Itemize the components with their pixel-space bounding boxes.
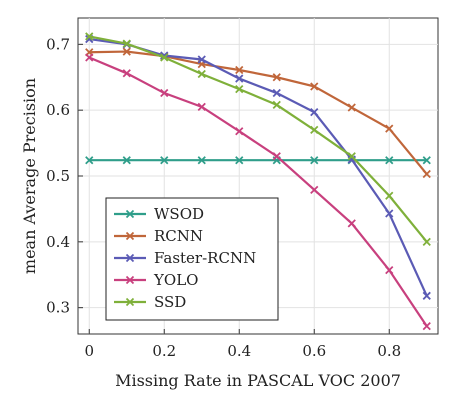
legend-item: WSOD [114, 205, 204, 223]
x-tick-label: 0.2 [152, 342, 176, 360]
series-line [88, 56, 428, 327]
data-point [385, 266, 394, 275]
data-point [347, 152, 356, 161]
y-tick-label: 0.3 [46, 299, 70, 317]
legend-marker [125, 231, 135, 241]
data-point [310, 108, 319, 117]
data-point [422, 291, 431, 300]
data-point [385, 209, 394, 218]
data-point [235, 65, 244, 75]
y-tick-label: 0.6 [46, 101, 70, 119]
series-line [89, 35, 428, 243]
data-point [347, 103, 356, 112]
legend-marker [125, 209, 135, 219]
legend-item: SSD [114, 293, 186, 311]
legend-label: SSD [154, 293, 186, 311]
data-point [235, 84, 244, 94]
data-point [197, 69, 206, 79]
x-tick-label: 0 [84, 342, 94, 360]
x-axis-label: Missing Rate in PASCAL VOC 2007 [115, 371, 401, 390]
data-point [385, 124, 394, 133]
data-point [272, 73, 281, 82]
legend-item: RCNN [114, 227, 203, 245]
data-point [85, 156, 94, 165]
data-point [160, 88, 169, 98]
data-point [85, 53, 94, 62]
legend: WSOD RCNN Faster-RCNN YOLO SSD [105, 197, 279, 321]
y-tick-label: 0.4 [46, 233, 70, 251]
data-point [160, 156, 169, 165]
data-point [422, 156, 431, 165]
data-point [122, 39, 131, 48]
legend-label: Faster-RCNN [154, 249, 256, 267]
data-point [160, 53, 169, 62]
series-group [85, 32, 431, 331]
series-line [89, 50, 428, 175]
grid-lines [78, 18, 438, 334]
series-rcnn [85, 47, 431, 179]
data-point [422, 169, 431, 179]
legend-label: YOLO [153, 271, 198, 289]
legend-item: YOLO [114, 271, 198, 289]
data-point [310, 125, 319, 135]
data-point [235, 127, 244, 136]
data-point [272, 152, 281, 161]
data-point [122, 156, 131, 165]
legend-label: WSOD [154, 205, 204, 223]
data-point [197, 102, 206, 112]
y-tick-label: 0.5 [46, 167, 70, 185]
series-ssd [85, 32, 431, 246]
data-point [85, 32, 94, 41]
data-point [310, 82, 319, 91]
x-tick-label: 0.8 [377, 342, 401, 360]
series-yolo [85, 53, 431, 331]
data-point [385, 191, 394, 200]
data-point [385, 156, 394, 165]
data-point [422, 237, 431, 246]
legend-item: Faster-RCNN [114, 249, 256, 267]
x-tick-label: 0.6 [302, 342, 326, 360]
data-point [122, 47, 131, 56]
legend-label: RCNN [154, 227, 203, 245]
data-point [310, 185, 319, 194]
data-point [197, 55, 206, 64]
data-point [272, 100, 281, 110]
data-point [310, 156, 319, 165]
data-point [235, 156, 244, 165]
legend-marker [125, 297, 135, 307]
legend-marker [125, 275, 135, 285]
data-point [272, 88, 281, 98]
data-point [197, 156, 206, 165]
legend-marker [125, 253, 135, 263]
x-tick-label: 0.4 [227, 342, 251, 360]
data-point [422, 321, 431, 331]
y-axis-label: mean Average Precision [20, 78, 39, 274]
data-point [122, 69, 131, 78]
y-tick-label: 0.7 [46, 35, 70, 53]
data-point [235, 74, 244, 83]
axis-ticks: 0 0.2 0.4 0.6 0.8 0.3 0.4 0.5 0.6 0.7 [46, 35, 401, 360]
data-point [347, 219, 356, 228]
